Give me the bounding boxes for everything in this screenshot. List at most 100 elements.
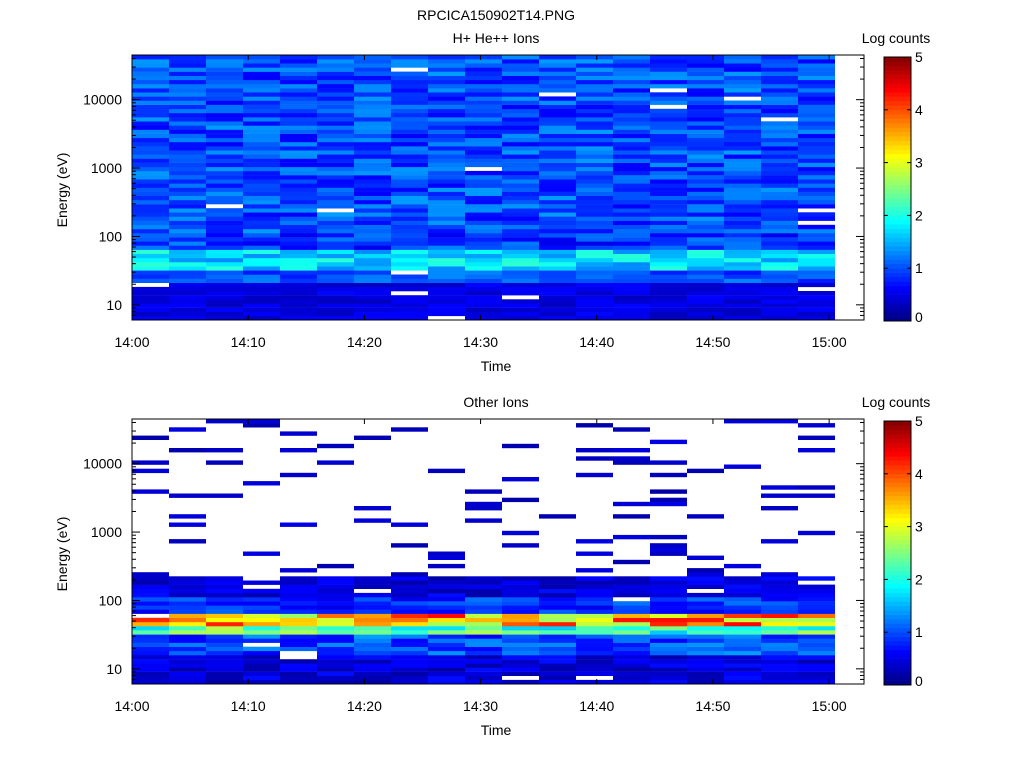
heatmap-cell (539, 241, 576, 246)
heatmap-cell (132, 146, 169, 151)
heatmap-cell (243, 295, 280, 300)
heatmap-cell (354, 208, 391, 213)
heatmap-cell (650, 262, 687, 267)
heatmap-cell (280, 266, 317, 271)
heatmap-cell (391, 204, 428, 209)
heatmap-cell (169, 199, 206, 205)
heatmap-cell (761, 100, 798, 105)
heatmap-cell (391, 117, 428, 122)
heatmap-cell (798, 315, 835, 321)
heatmap-cell (169, 170, 206, 176)
heatmap-cell (391, 671, 428, 676)
heatmap-cell (280, 233, 317, 238)
heatmap-cell (761, 233, 798, 238)
heatmap-cell (687, 113, 724, 118)
heatmap-cell (613, 282, 650, 288)
heatmap-cell (243, 220, 280, 225)
heatmap-cell (650, 299, 687, 304)
heatmap-cell (465, 154, 502, 159)
heatmap-cell (280, 162, 317, 168)
heatmap-cell (243, 208, 280, 213)
heatmap-cell (539, 121, 576, 126)
heatmap-cell (761, 170, 798, 176)
heatmap-cell (576, 179, 613, 184)
heatmap-cell (280, 84, 317, 89)
heatmap-cell (576, 663, 613, 668)
heatmap-cell (169, 108, 206, 114)
heatmap-cell (761, 613, 798, 618)
heatmap-cell (687, 667, 724, 672)
heatmap-cell (428, 55, 465, 60)
colorbar-segment (884, 566, 911, 571)
heatmap-cell (428, 630, 465, 635)
heatmap-cell (243, 588, 280, 594)
heatmap-cell (613, 655, 650, 660)
heatmap-cell (613, 55, 650, 60)
heatmap-cell (539, 237, 576, 242)
heatmap-cell (502, 307, 539, 312)
colorbar-segment (884, 491, 911, 497)
heatmap-cell (687, 233, 724, 238)
heatmap-cell (613, 146, 650, 151)
heatmap-cell (280, 315, 317, 321)
heatmap-cell (354, 257, 391, 263)
heatmap-cell (687, 162, 724, 168)
heatmap-cell (317, 253, 354, 259)
heatmap-cell (539, 63, 576, 68)
heatmap-cell (280, 282, 317, 288)
heatmap-cell (761, 220, 798, 225)
colorbar-segment (884, 202, 911, 207)
heatmap-cell (317, 108, 354, 114)
heatmap-cell (206, 228, 243, 234)
heatmap-cell (502, 443, 539, 449)
heatmap-cell (465, 133, 502, 139)
heatmap-cell (724, 79, 761, 85)
heatmap-cell (613, 601, 650, 606)
heatmap-cell (650, 92, 687, 97)
heatmap-cell (428, 104, 465, 110)
heatmap-cell (280, 75, 317, 81)
colorbar-segment (884, 619, 911, 624)
heatmap-cell (243, 154, 280, 159)
heatmap-cell (502, 592, 539, 598)
heatmap-cell (613, 634, 650, 639)
heatmap-cell (798, 113, 835, 118)
heatmap-cell (613, 559, 650, 565)
heatmap-cell (132, 142, 169, 147)
heatmap-cell (354, 278, 391, 283)
heatmap-cell (206, 96, 243, 101)
heatmap-cell (169, 646, 206, 652)
heatmap-cell (761, 576, 798, 581)
heatmap-cell (428, 100, 465, 105)
heatmap-cell (687, 88, 724, 93)
heatmap-cell (280, 187, 317, 192)
heatmap-cell (613, 270, 650, 275)
heatmap-cell (391, 154, 428, 159)
heatmap-cell (428, 278, 465, 283)
heatmap-cell (428, 75, 465, 81)
heatmap-cell (724, 137, 761, 143)
heatmap-cell (280, 125, 317, 130)
heatmap-cell (576, 448, 613, 453)
colorbar-segment (884, 465, 911, 470)
heatmap-cell (169, 613, 206, 618)
heatmap-cell (465, 592, 502, 598)
heatmap-cell (132, 584, 169, 589)
heatmap-cell (650, 187, 687, 192)
heatmap-cell (391, 55, 428, 60)
heatmap-cell (206, 584, 243, 589)
heatmap-cell (280, 257, 317, 263)
heatmap-cell (465, 220, 502, 225)
heatmap-cell (169, 245, 206, 250)
heatmap-cell (502, 179, 539, 184)
heatmap-cell (539, 170, 576, 176)
heatmap-cell (132, 179, 169, 184)
heatmap-cell (724, 170, 761, 176)
heatmap-cell (243, 613, 280, 618)
heatmap-cell (243, 67, 280, 72)
colorbar-segment (884, 61, 911, 67)
colorbar-label: Log counts (862, 30, 931, 46)
heatmap-cell (539, 220, 576, 225)
colorbar-segment (884, 487, 911, 492)
heatmap-cell (502, 679, 539, 685)
